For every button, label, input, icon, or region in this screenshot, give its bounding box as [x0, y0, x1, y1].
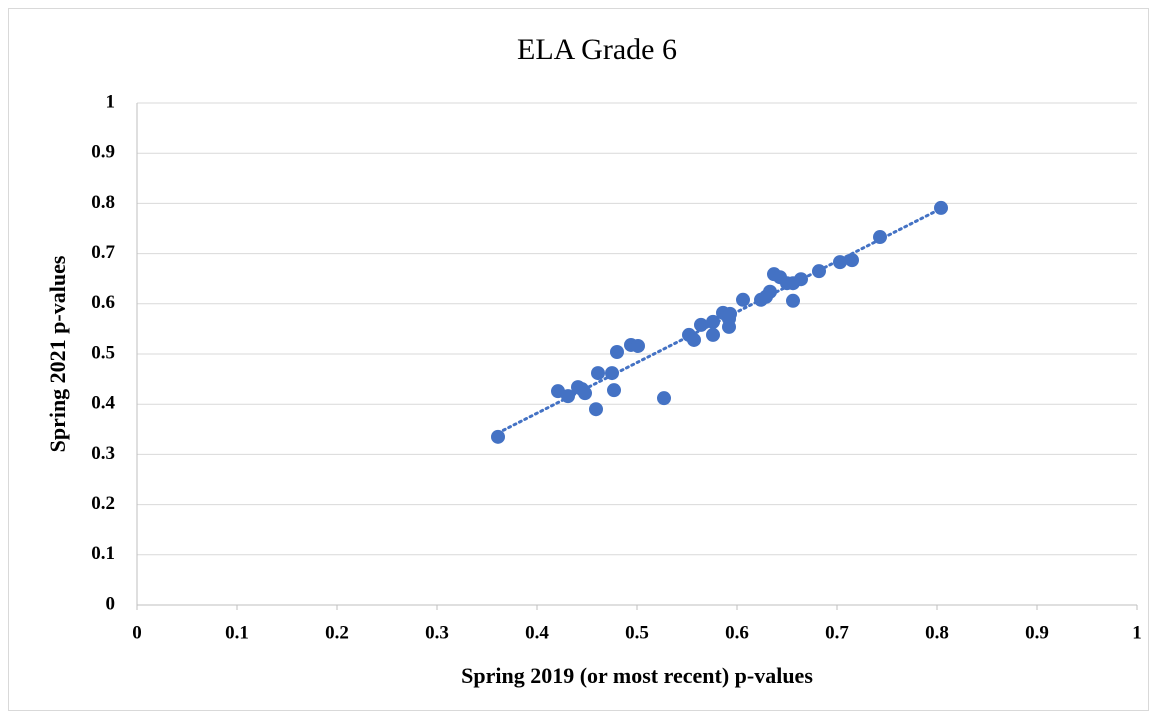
x-tick-label: 1: [1132, 622, 1142, 643]
chart-title: ELA Grade 6: [517, 33, 677, 66]
y-tick-label: 0: [106, 593, 116, 614]
x-tick-label: 0.1: [225, 622, 249, 643]
point: [591, 366, 605, 381]
point: [610, 344, 624, 359]
y-tick-label: 0.3: [91, 443, 115, 464]
x-tick-label: 0.8: [925, 622, 949, 643]
point: [687, 332, 701, 347]
point: [786, 293, 800, 308]
y-axis-title: Spring 2021 p-values: [45, 255, 70, 452]
y-tick-label: 0.7: [91, 242, 115, 263]
point: [736, 292, 750, 307]
point: [812, 264, 826, 279]
y-tick-label: 0.9: [91, 142, 115, 163]
x-axis-title: Spring 2019 (or most recent) p-values: [461, 663, 813, 688]
point: [706, 327, 720, 342]
point: [833, 255, 847, 270]
point: [722, 319, 736, 334]
x-tick-label: 0.5: [625, 622, 649, 643]
point: [561, 389, 575, 404]
y-tick-label: 0.1: [91, 543, 115, 564]
point: [845, 253, 859, 268]
point: [491, 429, 505, 444]
point: [694, 317, 708, 332]
point: [706, 314, 720, 329]
x-tick-label: 0.2: [325, 622, 349, 643]
y-tick-label: 1: [106, 91, 116, 112]
y-tick-label: 0.8: [91, 192, 115, 213]
point: [794, 272, 808, 287]
x-tick-label: 0.9: [1025, 622, 1049, 643]
x-tick-label: 0.7: [825, 622, 849, 643]
point: [607, 383, 621, 398]
x-tick-label: 0.3: [425, 622, 449, 643]
y-tick-label: 0.5: [91, 342, 115, 363]
y-tick-label: 0.6: [91, 292, 115, 313]
point: [578, 386, 592, 401]
y-tick-label: 0.2: [91, 493, 115, 514]
point: [934, 200, 948, 215]
point: [589, 402, 603, 417]
x-tick-label: 0.4: [525, 622, 549, 643]
x-tick-label: 0: [132, 622, 142, 643]
point: [631, 338, 645, 353]
point: [763, 284, 777, 299]
point: [873, 230, 887, 245]
point: [605, 366, 619, 381]
chart-border: [8, 8, 1149, 711]
point: [723, 306, 737, 321]
x-tick-label: 0.6: [725, 622, 749, 643]
y-tick-label: 0.4: [91, 393, 115, 414]
point: [657, 391, 671, 406]
